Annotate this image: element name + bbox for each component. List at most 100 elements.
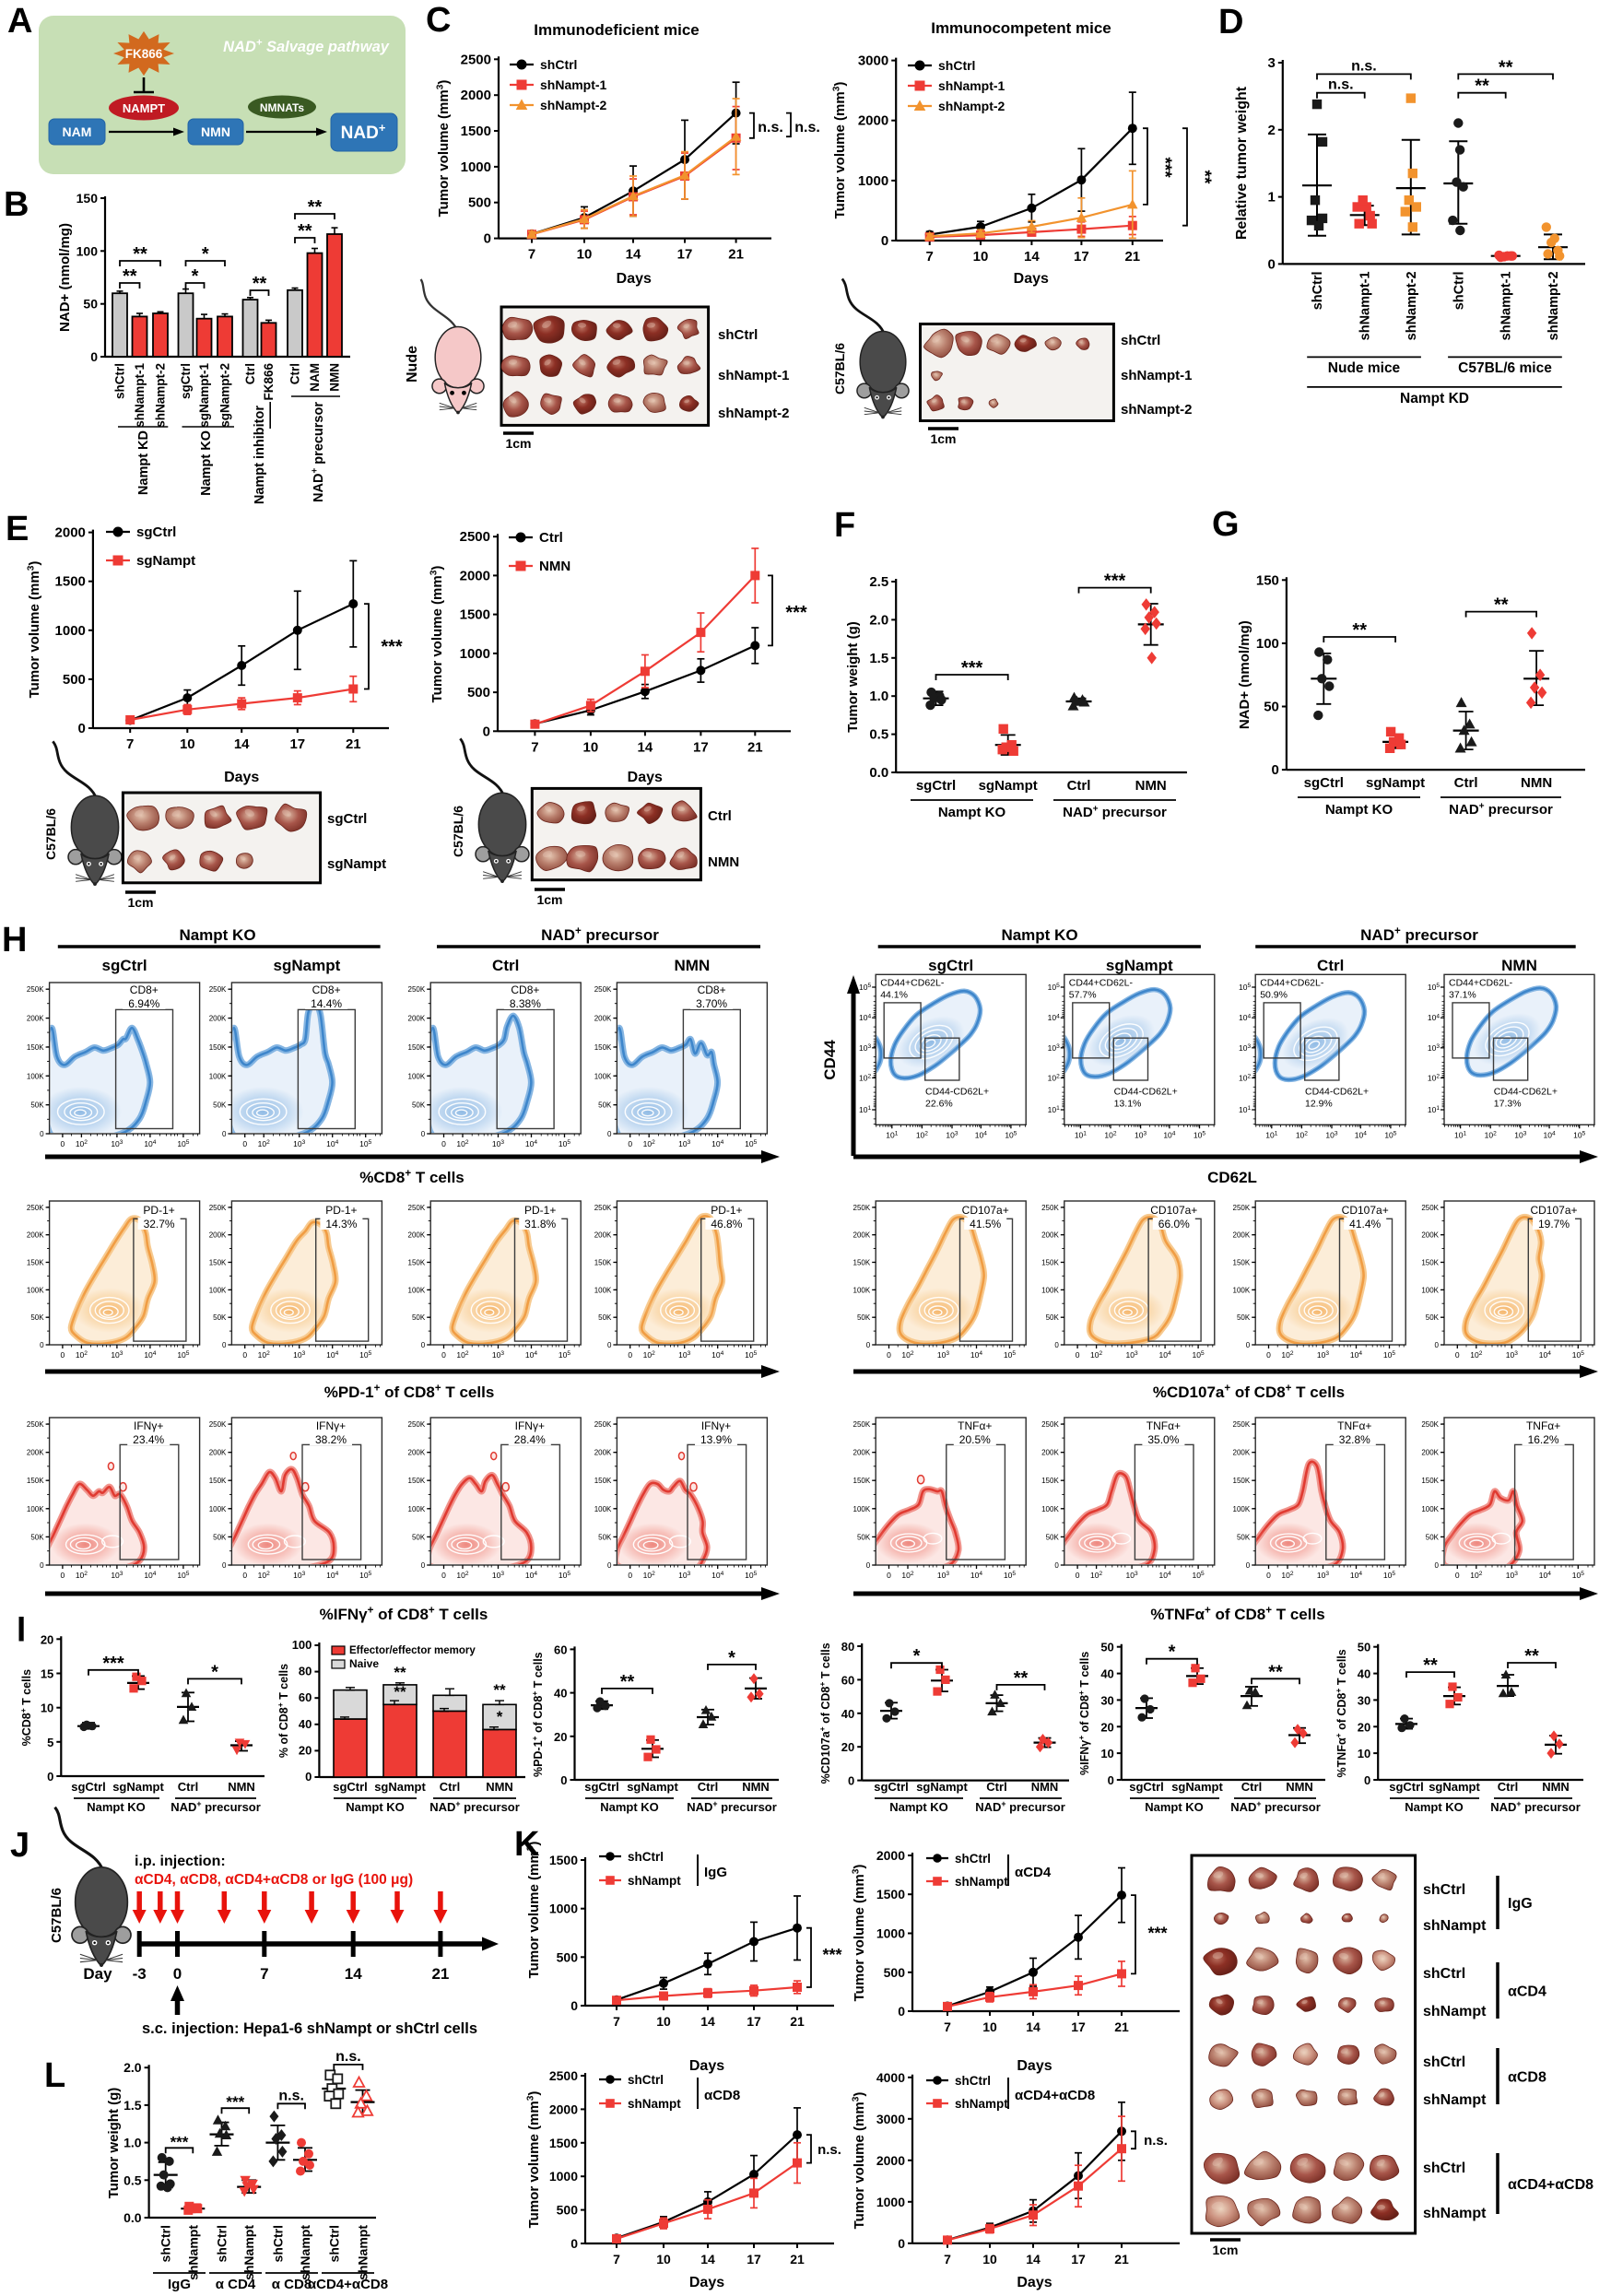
- svg-text:shNampt-1: shNampt-1: [540, 77, 607, 92]
- svg-text:Ctrl: Ctrl: [708, 808, 732, 824]
- svg-text:NMN: NMN: [675, 957, 711, 974]
- svg-text:104​: 104​: [1350, 1350, 1362, 1360]
- svg-text:**: **: [1268, 1662, 1283, 1682]
- svg-text:102​: 102​: [76, 1350, 88, 1360]
- svg-text:105​: 105​: [1572, 1350, 1584, 1360]
- svg-text:102​: 102​: [916, 1130, 928, 1139]
- svg-text:102​: 102​: [901, 1350, 913, 1360]
- svg-text:103​: 103​: [1126, 1571, 1138, 1580]
- svg-text:105​: 105​: [359, 1350, 371, 1360]
- svg-text:105​: 105​: [1004, 1350, 1016, 1360]
- svg-text:1.0: 1.0: [869, 689, 888, 704]
- svg-text:Nampt KO: Nampt KO: [179, 926, 255, 944]
- svg-text:αCD4+αCD8: αCD4+αCD8: [1508, 2177, 1593, 2193]
- svg-text:103​: 103​: [1506, 1571, 1518, 1580]
- svg-text:sgCtrl: sgCtrl: [179, 363, 193, 399]
- svg-text:103​: 103​: [111, 1139, 123, 1148]
- svg-text:***: ***: [381, 637, 403, 657]
- svg-text:103​: 103​: [111, 1571, 123, 1580]
- svg-text:105​: 105​: [359, 1571, 371, 1580]
- svg-text:31.8%: 31.8%: [524, 1218, 556, 1230]
- svg-text:0.0: 0.0: [123, 2210, 142, 2225]
- svg-text:50K: 50K: [1046, 1533, 1060, 1541]
- svg-text:**: **: [394, 1664, 406, 1681]
- svg-text:1.0: 1.0: [123, 2136, 142, 2150]
- svg-text:α CD4: α CD4: [216, 2277, 256, 2292]
- svg-text:αCD4: αCD4: [1508, 1984, 1546, 2000]
- svg-text:50K: 50K: [598, 1101, 612, 1110]
- svg-text:1000: 1000: [460, 646, 490, 662]
- svg-text:0: 0: [421, 1341, 426, 1349]
- svg-text:20: 20: [299, 1743, 312, 1757]
- svg-text:NAD+​ precursor: NAD+​ precursor: [311, 402, 327, 502]
- svg-text:200K: 200K: [408, 1449, 426, 1457]
- svg-text:Tumor volume (mm3​): Tumor volume (mm3​): [26, 561, 42, 699]
- svg-text:50K: 50K: [598, 1533, 612, 1541]
- svg-text:21: 21: [790, 2014, 805, 2029]
- svg-text:0: 0: [483, 724, 490, 739]
- svg-text:10: 10: [577, 247, 593, 263]
- svg-text:2500: 2500: [461, 52, 491, 67]
- svg-text:102​: 102​: [1048, 1073, 1060, 1082]
- svg-text:23.4%: 23.4%: [133, 1433, 164, 1446]
- svg-text:sgCtrl: sgCtrl: [1389, 1780, 1424, 1794]
- svg-text:21: 21: [790, 2252, 805, 2267]
- svg-text:1000: 1000: [876, 1926, 905, 1941]
- svg-text:150K: 150K: [1041, 1477, 1059, 1485]
- svg-text:shNampt-2: shNampt-2: [540, 98, 607, 112]
- svg-text:Tumor volume (mm3​): Tumor volume (mm3​): [525, 1842, 542, 1979]
- svg-text:shNampt: shNampt: [955, 1875, 1008, 1889]
- svg-text:3.70%: 3.70%: [696, 997, 727, 1010]
- svg-text:100: 100: [1256, 636, 1279, 652]
- svg-text:NMN: NMN: [1542, 1780, 1570, 1794]
- svg-text:103​: 103​: [937, 1350, 949, 1360]
- svg-text:30: 30: [1358, 1693, 1370, 1707]
- svg-text:Day: Day: [83, 1965, 112, 1983]
- svg-text:1500: 1500: [460, 607, 490, 623]
- svg-text:250K: 250K: [27, 1204, 44, 1212]
- svg-text:102​: 102​: [1239, 1073, 1251, 1082]
- svg-text:2.0: 2.0: [869, 612, 888, 628]
- svg-text:17: 17: [747, 2252, 761, 2267]
- svg-text:150K: 150K: [408, 1259, 426, 1267]
- svg-text:100K: 100K: [853, 1505, 871, 1513]
- svg-text:0: 0: [898, 2236, 905, 2251]
- svg-text:50K: 50K: [857, 1533, 871, 1541]
- svg-text:104​: 104​: [1159, 1571, 1171, 1580]
- svg-text:60: 60: [841, 1673, 854, 1687]
- svg-text:αCD8: αCD8: [1508, 2070, 1546, 2086]
- svg-text:Days: Days: [689, 2275, 724, 2290]
- svg-text:sgNampt: sgNampt: [1429, 1780, 1480, 1794]
- svg-text:IgG: IgG: [1508, 1896, 1533, 1912]
- svg-text:250K: 250K: [1041, 1204, 1059, 1212]
- svg-text:104​: 104​: [1428, 1013, 1440, 1022]
- svg-text:0: 0: [628, 1571, 632, 1580]
- svg-text:50K: 50K: [30, 1533, 44, 1541]
- svg-text:1500: 1500: [461, 124, 491, 139]
- svg-text:100K: 100K: [408, 1286, 426, 1294]
- svg-text:1000: 1000: [876, 2195, 905, 2209]
- svg-text:0: 0: [898, 2004, 905, 2019]
- svg-text:250K: 250K: [408, 1204, 426, 1212]
- svg-text:0: 0: [47, 1770, 53, 1784]
- svg-text:21: 21: [1114, 2252, 1129, 2267]
- svg-text:150K: 150K: [27, 1043, 44, 1052]
- svg-text:101​: 101​: [1454, 1130, 1466, 1139]
- svg-text:shNampt-1: shNampt-1: [1358, 271, 1373, 340]
- svg-text:103​: 103​: [678, 1350, 690, 1360]
- svg-text:shCtrl: shCtrl: [1423, 1882, 1465, 1898]
- svg-text:250K: 250K: [27, 1420, 44, 1429]
- svg-text:102​: 102​: [258, 1139, 270, 1148]
- svg-text:Ctrl: Ctrl: [243, 363, 257, 384]
- svg-text:**: **: [1494, 595, 1509, 616]
- svg-text:10: 10: [1358, 1747, 1370, 1760]
- svg-text:0: 0: [242, 1139, 247, 1148]
- svg-text:37.1%: 37.1%: [1449, 989, 1476, 1000]
- svg-text:Days: Days: [224, 770, 259, 785]
- svg-text:CD107a+: CD107a+: [1150, 1204, 1197, 1217]
- svg-text:1500: 1500: [55, 574, 86, 590]
- svg-text:sgCtrl: sgCtrl: [1304, 775, 1344, 791]
- svg-text:n.s.: n.s.: [794, 120, 820, 135]
- svg-text:104​: 104​: [1539, 1571, 1551, 1580]
- svg-text:NAD+​ precursor: NAD+​ precursor: [687, 1799, 777, 1814]
